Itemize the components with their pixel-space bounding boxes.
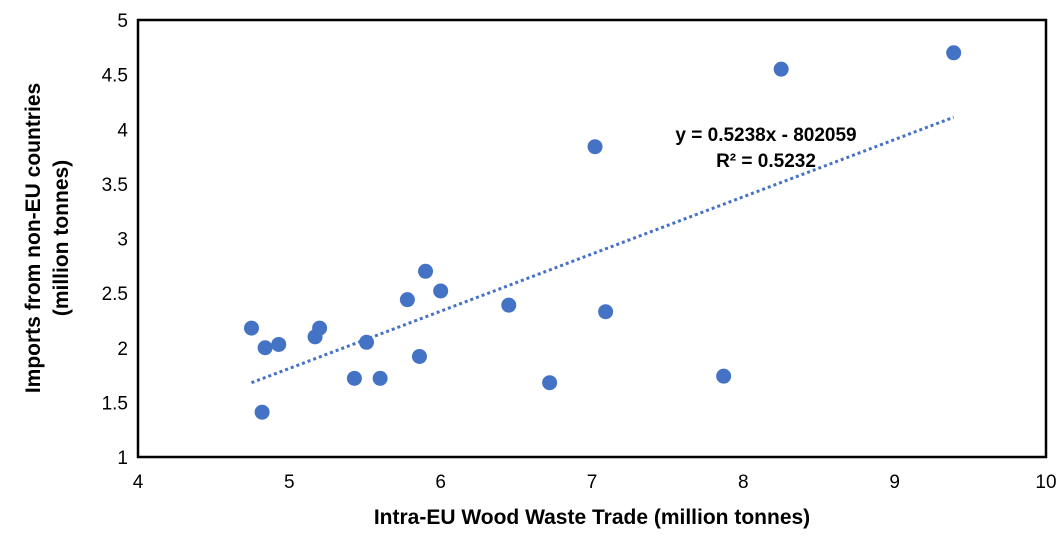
data-point <box>346 370 362 386</box>
data-point <box>418 263 434 279</box>
x-tick-label: 6 <box>435 472 446 493</box>
data-point <box>433 283 449 299</box>
y-tick-label: 4 <box>117 120 128 141</box>
data-points <box>244 45 962 420</box>
y-tick-label: 1 <box>117 448 128 469</box>
y-tick-label: 3 <box>117 230 128 251</box>
data-point <box>946 45 962 61</box>
x-tick-label: 8 <box>738 472 749 493</box>
data-point <box>399 292 415 308</box>
data-point <box>411 348 427 364</box>
trendline-r-squared: R² = 0.5232 <box>716 151 816 172</box>
y-axis-title-line1: Imports from non-EU countries <box>22 83 45 393</box>
y-tick-label: 1.5 <box>102 393 128 414</box>
y-tick-label: 2.5 <box>102 284 128 305</box>
x-tick-label: 7 <box>587 472 598 493</box>
y-tick-label: 5 <box>117 11 128 32</box>
y-tick-label: 2 <box>117 339 128 360</box>
data-point <box>372 370 388 386</box>
data-point <box>598 304 614 320</box>
data-point <box>542 375 558 391</box>
data-point <box>257 340 273 356</box>
trendline-equation: y = 0.5238x - 802059 <box>675 125 856 146</box>
data-point <box>254 404 270 420</box>
data-point <box>312 320 328 336</box>
linear-trendline <box>250 115 955 385</box>
trendline-layer <box>250 115 955 385</box>
data-point <box>587 139 603 155</box>
x-tick-label: 9 <box>889 472 900 493</box>
data-point <box>501 297 517 313</box>
x-tick-label: 5 <box>284 472 295 493</box>
y-axis-tick-labels: 1 1.5 2 2.5 3 3.5 4 4.5 5 <box>102 11 129 469</box>
data-point <box>244 320 259 336</box>
x-axis-title: Intra-EU Wood Waste Trade (million tonne… <box>374 506 810 529</box>
y-axis-title-line2: (million tonnes) <box>50 160 73 316</box>
data-point <box>716 368 732 384</box>
x-axis-tick-labels: 4 5 6 7 8 9 10 <box>133 472 1057 493</box>
data-point <box>271 336 287 352</box>
x-tick-label: 10 <box>1035 472 1056 493</box>
y-tick-label: 3.5 <box>102 175 128 196</box>
plot-area-border <box>136 18 1048 459</box>
x-tick-label: 4 <box>133 472 144 493</box>
data-point <box>773 61 789 77</box>
data-point <box>359 334 375 350</box>
y-tick-label: 4.5 <box>102 66 128 87</box>
